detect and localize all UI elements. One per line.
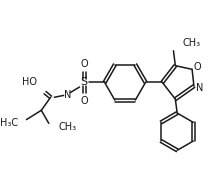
Text: O: O <box>194 62 202 72</box>
Text: CH₃: CH₃ <box>183 38 201 48</box>
Text: CH₃: CH₃ <box>58 122 76 132</box>
Text: S: S <box>81 77 88 87</box>
Text: O: O <box>80 59 88 69</box>
Text: H₃C: H₃C <box>0 118 18 128</box>
Text: N: N <box>64 90 71 100</box>
Text: HO: HO <box>22 77 37 87</box>
Text: O: O <box>80 96 88 106</box>
Text: N: N <box>196 83 203 93</box>
